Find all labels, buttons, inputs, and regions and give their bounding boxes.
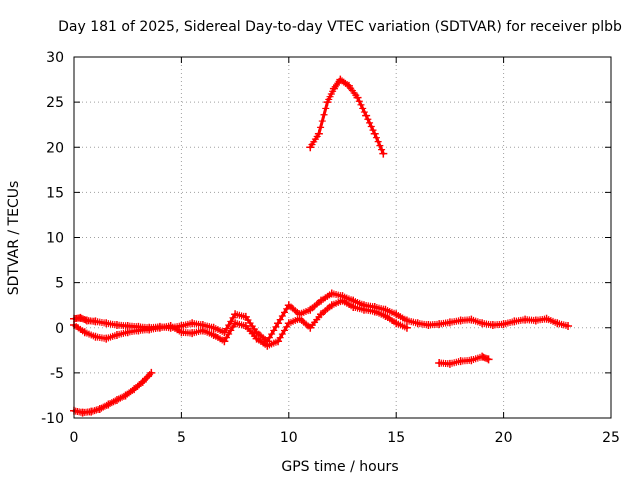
data-point-interp (322, 104, 330, 112)
data-point-interp (278, 312, 286, 320)
data-point-interp (355, 97, 363, 105)
y-tick-label: -5 (50, 366, 64, 382)
data-point-interp (374, 138, 382, 146)
data-point (102, 334, 111, 343)
series-trace-2 (70, 296, 411, 350)
data-point (362, 111, 371, 120)
data-point-interp (276, 334, 284, 342)
data-point-interp (270, 326, 278, 334)
data-point-interp (317, 123, 325, 131)
data-point-interp (225, 321, 233, 329)
grid (74, 57, 611, 418)
series-line (72, 371, 153, 415)
data-point-interp (359, 104, 367, 112)
data-point-interp (227, 326, 235, 334)
x-tick-label: 10 (280, 430, 298, 446)
data-point (147, 368, 156, 377)
series-trace-4 (306, 75, 388, 158)
data-point (564, 321, 573, 330)
data-point (467, 356, 476, 365)
data-point-interp (281, 326, 289, 334)
y-tick-label: 0 (55, 321, 64, 337)
data-point-interp (376, 142, 384, 150)
data-point (220, 328, 229, 337)
data-point (274, 319, 283, 328)
data-point-interp (268, 330, 276, 338)
data-point (370, 129, 379, 138)
y-tick-label: -10 (41, 411, 64, 427)
data-point (329, 84, 338, 93)
data-point (220, 337, 229, 346)
data-point-interp (276, 316, 284, 324)
y-tick-label: 10 (46, 231, 64, 247)
x-tick-label: 5 (177, 430, 186, 446)
data-point-interp (265, 334, 273, 342)
data-point-interp (225, 330, 233, 338)
y-tick-label: 15 (46, 185, 64, 201)
x-tick-label: 0 (70, 430, 79, 446)
data-point (274, 337, 283, 346)
x-tick-label: 20 (495, 430, 513, 446)
plot-frame (73, 56, 612, 419)
series-line (308, 78, 385, 156)
data-point-interp (364, 115, 372, 123)
data-point (379, 149, 388, 158)
y-tick-label: 25 (46, 95, 64, 111)
data-point-interp (223, 325, 231, 333)
data-point-interp (281, 308, 289, 316)
data-point (95, 404, 104, 413)
data-point-interp (367, 122, 375, 130)
y-axis-title: SDTVAR / TECUs (6, 181, 22, 296)
x-tick-label: 15 (387, 430, 405, 446)
y-tick-label: 5 (55, 276, 64, 292)
data-point (402, 323, 411, 332)
data-points (70, 75, 573, 417)
chart-title: Day 181 of 2025, Sidereal Day-to-day VTE… (58, 19, 622, 35)
y-tick-label: 20 (46, 140, 64, 156)
data-point-interp (320, 111, 328, 119)
data-point-interp (278, 330, 286, 338)
data-point-interp (227, 317, 235, 325)
data-point (353, 93, 362, 102)
data-point (104, 400, 113, 409)
data-point-interp (357, 101, 365, 109)
data-point-interp (366, 119, 374, 127)
data-point (112, 395, 121, 404)
axis-ticks: 0 5 10 15 20 25 -10 -5 0 5 10 15 20 25 30 (41, 50, 620, 446)
data-point (138, 377, 147, 386)
data-point-interp (372, 134, 380, 142)
y-tick-label: 30 (46, 50, 64, 66)
data-point-interp (223, 334, 231, 342)
data-point (314, 129, 323, 138)
data-point (484, 355, 493, 364)
series-trace-5 (435, 352, 493, 368)
x-tick-label: 25 (602, 430, 620, 446)
data-point-interp (318, 117, 326, 125)
x-axis-title: GPS time / hours (281, 459, 398, 475)
series-trace-3 (70, 368, 156, 417)
data-point (467, 315, 476, 324)
